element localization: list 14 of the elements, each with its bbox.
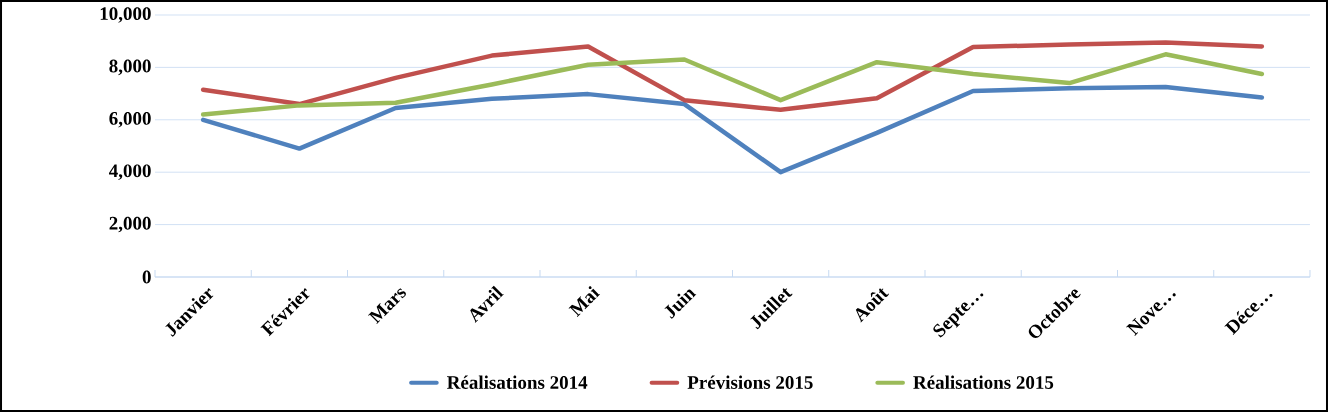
y-tick-label: 10,000 bbox=[100, 7, 151, 23]
legend-label: Prévisions 2015 bbox=[687, 375, 813, 389]
legend-label: Réalisations 2014 bbox=[447, 375, 588, 389]
y-tick-label: 6,000 bbox=[109, 112, 151, 128]
legend-label: Réalisations 2015 bbox=[913, 375, 1054, 389]
line-series bbox=[200, 84, 1265, 175]
x-tick-label: Juin bbox=[664, 289, 697, 319]
line-series bbox=[200, 40, 1265, 113]
y-tick-label: 2,000 bbox=[109, 216, 151, 233]
y-tick-label: 0 bbox=[142, 270, 151, 284]
y-tick-label: 4,000 bbox=[109, 164, 151, 180]
y-tick-label: 8,000 bbox=[109, 59, 151, 76]
line-series bbox=[200, 52, 1265, 117]
x-tick-label: Mai bbox=[568, 286, 601, 318]
